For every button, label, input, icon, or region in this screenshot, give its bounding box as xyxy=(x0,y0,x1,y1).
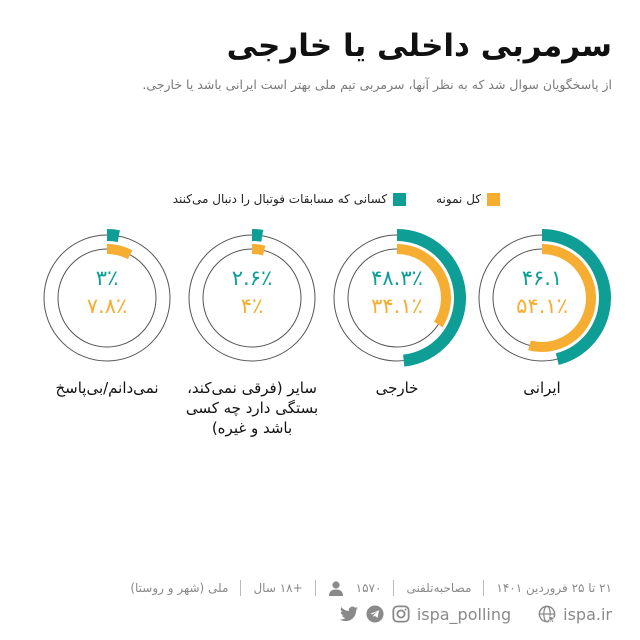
person-icon xyxy=(328,580,344,596)
legend-label: کل نمونه xyxy=(436,192,481,206)
social-handle[interactable]: ispa_polling xyxy=(416,604,512,624)
teal-value: ۴۸.۳٪ xyxy=(371,266,423,290)
divider xyxy=(240,580,242,596)
ring-label-dont-know: نمی‌دانم/بی‌پاسخ xyxy=(55,379,159,397)
teal-value: ۲.۶٪ xyxy=(231,266,273,290)
ring-label-foreign: خارجی xyxy=(375,379,419,397)
survey-date: ۲۱ تا ۲۵ فروردین ۱۴۰۱ xyxy=(496,581,612,595)
globe-icon xyxy=(537,604,557,624)
page-title: سرمربی داخلی یا خارجی xyxy=(226,28,612,64)
divider xyxy=(483,580,485,596)
ring-iranian: ۴۶.۱ ۵۴.۱٪ xyxy=(472,224,612,369)
divider xyxy=(393,580,395,596)
donut-chart xyxy=(43,229,171,362)
divider xyxy=(314,580,316,596)
page-subtitle: از پاسخگویان سوال شد که به نظر آنها، سرم… xyxy=(142,77,612,92)
donut-chart xyxy=(333,229,466,367)
teal-value: ۳٪ xyxy=(95,266,119,290)
telegram-icon[interactable] xyxy=(365,604,385,624)
instagram-icon[interactable] xyxy=(391,604,411,624)
website-link[interactable]: ispa.ir xyxy=(563,604,612,624)
teal-value: ۴۶.۱ xyxy=(521,266,563,290)
age-range: +۱۸ سال xyxy=(253,581,303,595)
legend-label: کسانی که مسابقات فوتبال را دنبال می‌کنند xyxy=(172,192,388,206)
ring-other: ۲.۶٪ ۴٪ xyxy=(182,224,322,369)
teal-swatch-icon xyxy=(393,192,407,206)
survey-info: ۲۱ تا ۲۵ فروردین ۱۴۰۱ مصاحبه‌تلفنی ۱۵۷۰ … xyxy=(130,580,612,596)
sample-size: ۱۵۷۰ xyxy=(355,581,382,595)
ring-foreign: ۴۸.۳٪ ۳۴.۱٪ xyxy=(327,224,467,369)
orange-value: ۴٪ xyxy=(240,294,264,318)
ring-label-other: سایر (فرقی نمی‌کند، بستگی دارد چه کسی با… xyxy=(185,379,319,437)
twitter-icon[interactable] xyxy=(339,604,359,624)
ring-dont-know: ۳٪ ۷.۸٪ xyxy=(37,224,177,369)
legend-item-fans: کسانی که مسابقات فوتبال را دنبال می‌کنند xyxy=(172,192,407,206)
ring-label-iranian: ایرانی xyxy=(523,379,561,397)
donut-chart xyxy=(188,229,316,362)
survey-method: مصاحبه‌تلفنی xyxy=(406,581,472,595)
donut-chart xyxy=(478,229,611,365)
orange-swatch-icon xyxy=(487,192,500,206)
legend: کل نمونه کسانی که مسابقات فوتبال را دنبا… xyxy=(173,192,500,206)
legend-item-total: کل نمونه xyxy=(436,192,500,206)
orange-value: ۳۴.۱٪ xyxy=(371,294,423,318)
orange-value: ۵۴.۱٪ xyxy=(516,294,568,318)
survey-scope: ملی (شهر و روستا) xyxy=(130,581,229,595)
social-bar: ispa_polling ispa.ir xyxy=(339,604,612,624)
orange-value: ۷.۸٪ xyxy=(86,294,128,318)
